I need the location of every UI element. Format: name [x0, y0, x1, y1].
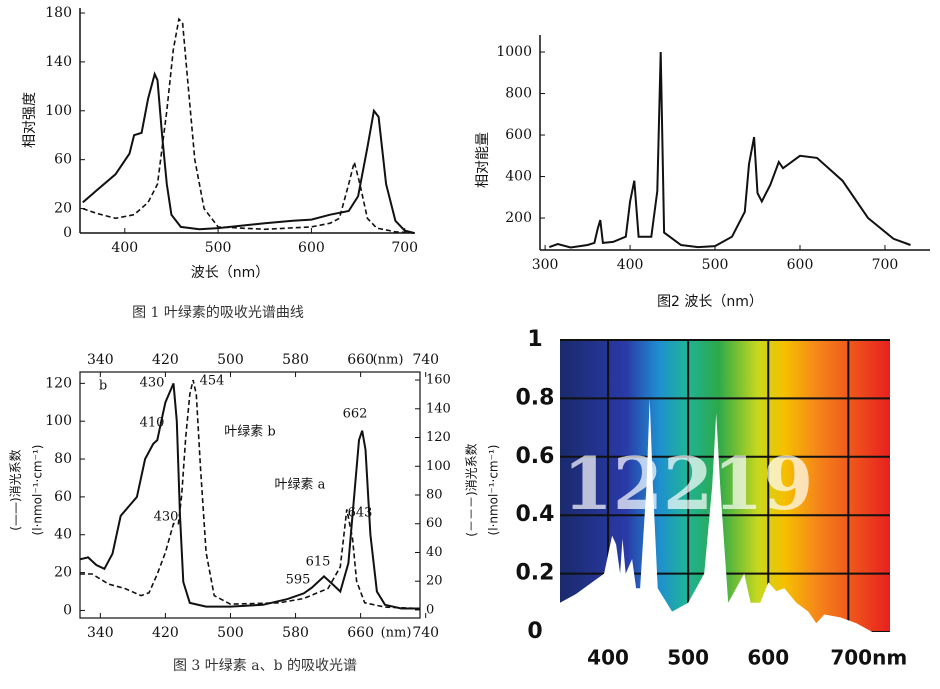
y-tick-label: 40: [54, 527, 72, 543]
x-tick-label: 500: [702, 257, 729, 273]
y-tick-label: 80: [54, 451, 72, 467]
y-tick-label: 800: [505, 86, 532, 102]
x-top-tick-label: 340: [87, 352, 114, 368]
x-tick-label: 340: [87, 625, 114, 641]
y-tick-label: 0.4: [516, 502, 555, 527]
y-tick-label: 0.8: [516, 385, 555, 410]
annotation: 430: [140, 376, 165, 391]
x-tick-label: 420: [152, 625, 179, 641]
y-axis-label: 相对能量: [475, 132, 491, 188]
x-axis-label: 图2 波长（nm）: [657, 294, 763, 310]
annotation: 615: [306, 555, 331, 570]
x-tick-label: 400: [617, 257, 644, 273]
annotation: 叶绿素 b: [224, 425, 275, 440]
y-axis-label: (l·nmol⁻¹·cm⁻¹): [31, 445, 45, 536]
annotation: 454: [200, 374, 225, 389]
series-line: [80, 379, 421, 610]
x-tick-label: 700: [872, 257, 899, 273]
x-tick-label: 600: [298, 240, 325, 256]
y-tick-label: 100: [45, 413, 72, 429]
x-top-tick-label: 740: [412, 352, 439, 368]
x-axis-label: 波长（nm）: [191, 265, 270, 281]
x-tick-label: 500: [205, 240, 232, 256]
y-tick-label: 200: [505, 210, 532, 226]
y2-tick-label: 120: [426, 430, 451, 445]
x-tick-label: 400: [587, 646, 629, 670]
series-line: [82, 71, 415, 234]
series-line: [548, 51, 911, 249]
y-tick-label: 20: [54, 201, 72, 217]
y2-axis-label: (－－－)消光系数: [464, 443, 479, 536]
y-axis-label: 相对强度: [22, 92, 38, 148]
annotation: b: [99, 379, 107, 394]
y-tick-label: 180: [45, 5, 72, 21]
y-tick-label: 140: [45, 54, 72, 70]
x-tick-label: 700: [391, 240, 418, 256]
y-tick-label: 60: [54, 489, 72, 505]
y2-tick-label: 100: [426, 459, 451, 474]
x-tick-label: 600: [787, 257, 814, 273]
y2-tick-label: 40: [426, 545, 443, 560]
caption: 图 3 叶绿素 a、b 的吸收光谱: [173, 658, 357, 674]
x-tick-label: 500: [217, 625, 244, 641]
x-top-tick-label: 420: [152, 352, 179, 368]
y2-tick-label: 140: [426, 401, 451, 416]
x-tick-label: 600: [747, 646, 789, 670]
y-tick-label: 400: [505, 169, 532, 185]
x-tick-label: 700nm: [830, 646, 907, 670]
y2-tick-label: 0: [426, 602, 434, 617]
y2-tick-label: 20: [426, 574, 443, 589]
x-tick-label: 580: [282, 625, 309, 641]
annotation: 595: [286, 573, 311, 588]
y-tick-label: 0: [527, 619, 542, 644]
y2-tick-label: 60: [426, 516, 443, 531]
y2-tick-label: 80: [426, 488, 443, 503]
annotation: 643: [348, 506, 373, 521]
y2-axis-label: (l·nmol⁻¹·cm⁻¹): [487, 445, 501, 536]
annotation: 叶绿素 a: [275, 478, 326, 493]
x-unit: (nm): [373, 353, 404, 368]
y-tick-label: 60: [54, 152, 72, 168]
y-tick-label: 0.2: [516, 561, 555, 586]
x-tick-label: 300: [532, 257, 559, 273]
x-top-tick-label: 580: [282, 352, 309, 368]
x-top-tick-label: 500: [217, 352, 244, 368]
x-tick-label: 740: [412, 625, 439, 641]
y-tick-label: 0: [63, 225, 72, 241]
series-line: [79, 383, 420, 610]
annotation: 430: [154, 510, 179, 525]
y2-tick-label: 160: [426, 373, 451, 388]
y-tick-label: 0: [63, 602, 72, 618]
annotation: 410: [140, 416, 165, 431]
x-top-tick-label: 660: [347, 352, 374, 368]
y-tick-label: 100: [45, 103, 72, 119]
y-tick-label: 1: [527, 327, 542, 352]
x-tick-label: 500: [667, 646, 709, 670]
annotation: 662: [343, 407, 368, 422]
y-tick-label: 0.6: [516, 444, 555, 469]
x-tick-label: 660: [347, 625, 374, 641]
caption: 图 1 叶绿素的吸收光谱曲线: [132, 305, 304, 321]
y-tick-label: 1000: [496, 44, 532, 60]
y-tick-label: 20: [54, 565, 72, 581]
y-axis-label: (——)消光系数: [8, 449, 23, 530]
y-tick-label: 600: [505, 127, 532, 143]
x-unit: (nm): [381, 626, 412, 641]
y-tick-label: 120: [45, 375, 72, 391]
emission-area: [560, 398, 890, 640]
x-tick-label: 400: [111, 240, 138, 256]
watermark: 12219: [563, 441, 814, 526]
series-line: [82, 17, 415, 234]
